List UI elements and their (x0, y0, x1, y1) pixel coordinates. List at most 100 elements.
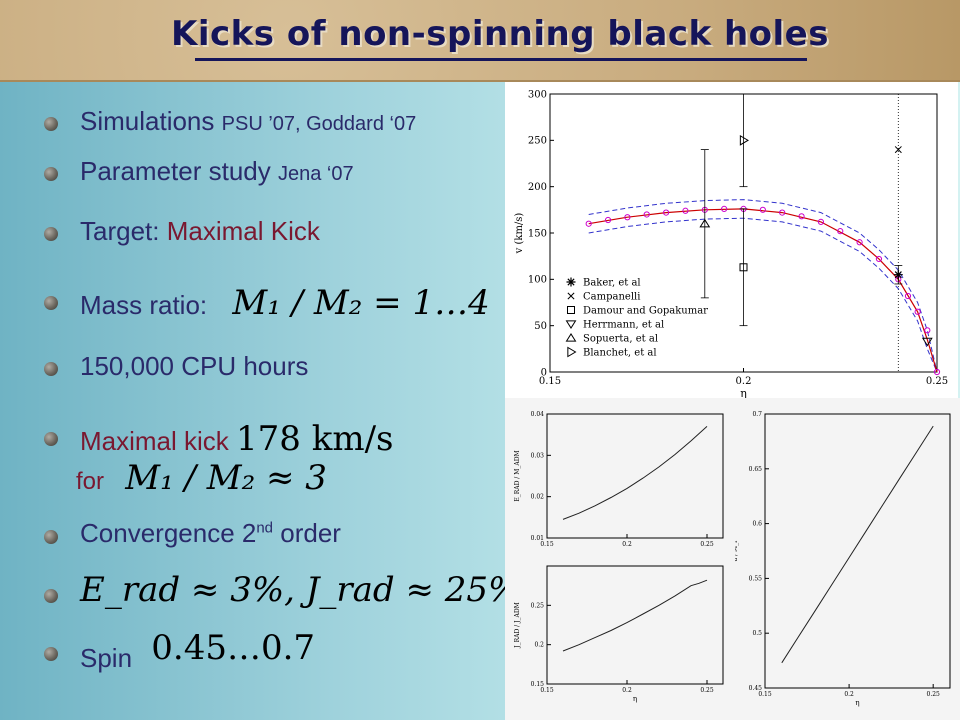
mass-ratio-label: Mass ratio: (80, 290, 208, 320)
legend-entry: Blanchet, et al (583, 348, 657, 359)
x-axis-label: η (633, 695, 637, 703)
bullet-icon (44, 589, 58, 603)
legend-entry: Damour and Gopakumar (583, 306, 708, 317)
nr-data-point (682, 207, 689, 214)
data-point-blanchet-et-al (739, 134, 749, 146)
x-tick-label: 0.15 (540, 541, 554, 548)
nr-data-point (604, 216, 612, 224)
bullet-icon (44, 647, 58, 661)
bullet-simulations: Simulations PSU ’07, Goddard ‘07 (80, 106, 416, 137)
bullet-icon (44, 167, 58, 181)
bullet-icon (44, 432, 58, 446)
x-tick-label: 0.25 (700, 541, 714, 548)
radiated-formula: E_rad ≈ 3%, J_rad ≈ 25% (80, 570, 521, 610)
legend-marker (565, 333, 577, 342)
maximal-kick-ratio: M₁ / M₂ ≈ 3 (125, 458, 327, 498)
x-tick-label: 0.2 (736, 376, 752, 387)
bullet-icon (44, 296, 58, 310)
plot-frame (546, 413, 724, 539)
nr-data-point (643, 211, 650, 218)
parameter-study-ref: Jena ‘07 (277, 163, 354, 185)
bullet-icon (44, 117, 58, 131)
y-tick-label: 0.7 (752, 411, 762, 418)
y-tick-label: 0.04 (531, 411, 545, 418)
maximal-kick-condition: for M₁ / M₂ ≈ 3 (76, 458, 327, 498)
y-tick-label: 0.25 (531, 602, 545, 609)
legend-entry: Sopuerta, et al (583, 334, 658, 345)
data-point-baker-et-al (893, 270, 903, 280)
x-tick-label: 0.15 (540, 687, 554, 694)
bullet-spin: Spin 0.45…0.7 (80, 628, 315, 673)
bullet-target: Target: Maximal Kick (80, 216, 320, 247)
bullet-cpu-hours: 150,000 CPU hours (80, 351, 308, 382)
nr-data-point (585, 220, 592, 227)
y-tick-label: 0.03 (531, 452, 545, 459)
legend-entry: Baker, et al (583, 278, 641, 289)
nr-data-point (856, 239, 863, 246)
x-axis-label: η (633, 549, 637, 550)
bullet-icon (44, 530, 58, 544)
legend-marker (565, 320, 577, 329)
slide-title: Kicks of non-spinning black holes (171, 14, 829, 54)
legend-entry: Campanelli (583, 292, 640, 303)
nr-data-point (759, 206, 766, 213)
y-axis-label: E_RAD / M_ADM (514, 450, 521, 501)
title-bar: Kicks of non-spinning black holes (0, 0, 960, 82)
data-line (562, 579, 708, 652)
y-tick-label: 200 (528, 182, 547, 193)
x-tick-label: 0.25 (700, 687, 714, 694)
x-tick-label: 0.15 (758, 691, 772, 698)
simulations-refs: PSU ’07, Goddard ‘07 (221, 113, 417, 135)
y-tick-label: 300 (528, 89, 547, 100)
parameter-study-label: Parameter study (80, 156, 271, 186)
legend-entry: Herrmann, et al (583, 320, 664, 331)
kick-chart-panel: 0.15 0.2 0.25 0 50 100 150 200 250 300 η v (km/s) Ba… (505, 82, 958, 400)
data-line (562, 426, 708, 520)
fit-curve (588, 208, 938, 373)
cpu-hours-text: 150,000 CPU hours (80, 351, 309, 381)
radiation-charts-panel: 0.15 0.2 0.25 0.01 0.02 0.03 0.04 η E_RAD / M_AD… (505, 398, 960, 720)
y-axis-label: a / M_f (735, 540, 739, 562)
data-point-herrmann-et-al (921, 337, 933, 347)
nr-data-point (721, 205, 728, 213)
upper-error-band (588, 199, 938, 373)
nr-data-point (624, 214, 631, 221)
nr-data-point (914, 308, 921, 315)
maximal-kick-label: Maximal kick (80, 426, 229, 456)
mass-ratio-formula: M₁ / M₂ = 1…4 (232, 283, 490, 323)
legend-marker (566, 277, 576, 287)
nr-data-point (663, 209, 670, 216)
x-tick-label: 0.2 (622, 541, 632, 548)
y-tick-label: 150 (528, 228, 547, 239)
y-tick-label: 0.65 (749, 466, 763, 473)
data-line (781, 425, 934, 664)
nr-data-point (933, 368, 941, 376)
nr-data-point (904, 292, 912, 300)
nr-data-point (798, 213, 805, 220)
target-label: Target: (80, 216, 160, 246)
nr-data-point (837, 228, 844, 235)
y-tick-label: 0 (541, 367, 547, 378)
final-spin-chart: 0.15 0.2 0.25 0.45 0.5 0.55 0.6 0.65 0.7 η a / M_f (735, 411, 951, 707)
y-tick-label: 0.2 (534, 642, 544, 649)
y-tick-label: 0.02 (531, 494, 545, 501)
lower-error-band (588, 217, 938, 373)
legend-marker (567, 306, 575, 314)
nr-data-point (875, 255, 883, 263)
convergence-label: Convergence 2 (80, 518, 257, 548)
x-axis-label: η (740, 387, 747, 398)
kick-velocity-chart: 0.15 0.2 0.25 0 50 100 150 200 250 300 η v (km/s) Ba… (514, 89, 948, 400)
bullet-radiated: E_rad ≈ 3%, J_rad ≈ 25% (80, 570, 520, 610)
y-tick-label: 50 (534, 321, 547, 332)
y-tick-label: 0.5 (752, 630, 762, 637)
bullet-icon (44, 362, 58, 376)
nr-data-point (779, 209, 786, 216)
plot-frame (764, 413, 951, 689)
maximal-kick-value: 178 km/s (236, 419, 394, 459)
y-tick-label: 0.45 (749, 685, 763, 692)
x-tick-label: 0.15 (539, 376, 561, 387)
convergence-sup: nd (256, 519, 274, 537)
target-value: Maximal Kick (166, 216, 320, 246)
x-axis-label: η (855, 699, 859, 707)
